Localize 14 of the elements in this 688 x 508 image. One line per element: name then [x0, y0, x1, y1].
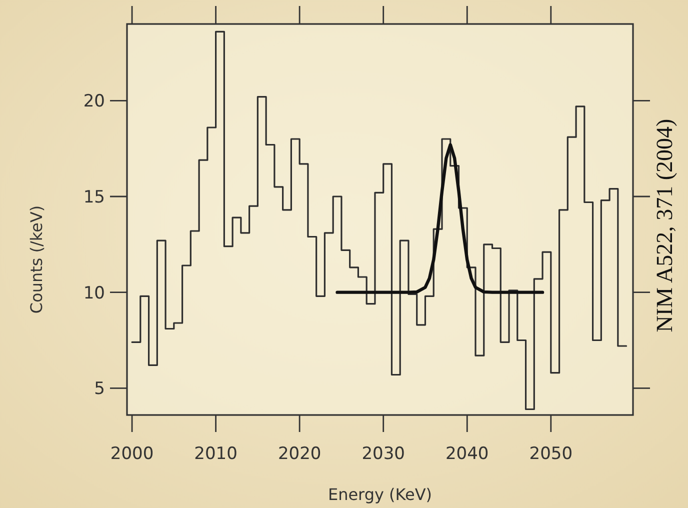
x-tick-label: 2000 [110, 444, 154, 464]
text: NIM A522, 371 (2004) [652, 118, 677, 332]
x-tick-label: 2050 [529, 444, 573, 464]
y-tick-label: 15 [83, 187, 105, 208]
line-series [336, 143, 544, 294]
x-tick-label: 2040 [445, 444, 489, 464]
x-tick-label: 2010 [194, 444, 238, 464]
y-tick-label: 10 [83, 283, 105, 304]
x-tick-label: 2020 [278, 444, 322, 464]
y-tick-label: 5 [94, 379, 105, 400]
y-tick-label: 20 [83, 92, 105, 112]
x-tick-label: 2030 [362, 444, 405, 464]
x-axis-title: Energy (KeV) [328, 485, 432, 504]
y-axis-title: Counts (/keV) [27, 205, 46, 314]
